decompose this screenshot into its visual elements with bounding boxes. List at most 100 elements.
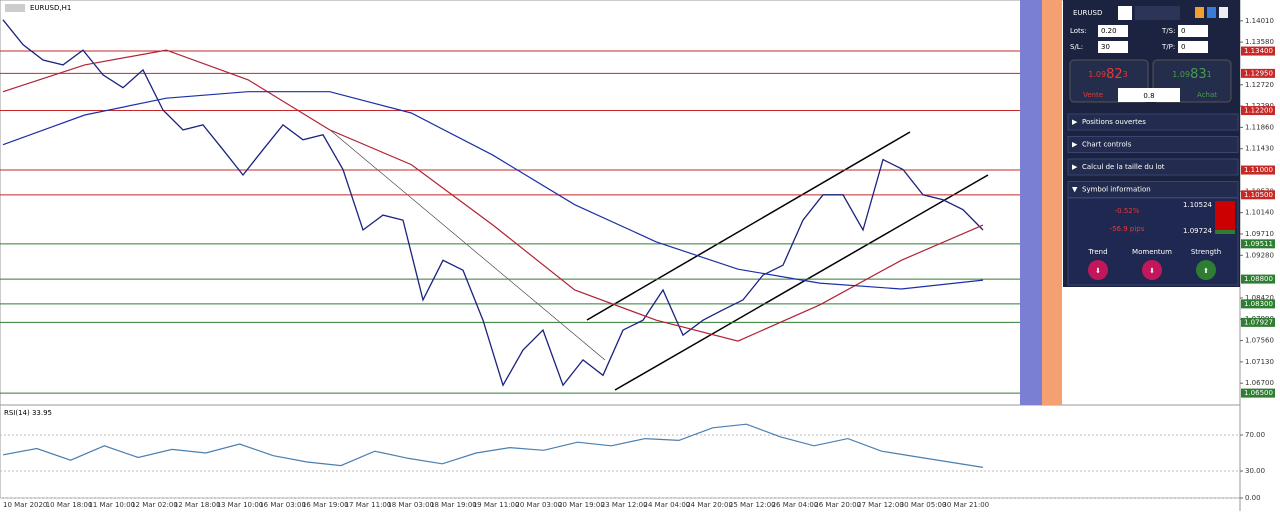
indicator-icon [1196,260,1216,280]
indicator-icon [1142,260,1162,280]
y-tick-label: 1.06700 [1245,379,1274,387]
series-line [2,49,984,342]
icon-button[interactable] [1219,7,1228,18]
y-tick-label: 1.07130 [1245,358,1274,366]
input[interactable] [1098,41,1128,53]
y-tick-label: 0.00 [1245,494,1261,502]
level-label: 1.12200 [1244,107,1273,115]
indicator-icon [1088,260,1108,280]
high: 1.10524 [1183,201,1212,209]
x-tick-label: 13 Mar 10:00 [217,501,264,509]
symbol: EURUSD [1073,9,1102,17]
change: -0.52% [1115,207,1140,215]
section-title: Symbol information [1082,186,1151,194]
level-tag [1241,274,1275,284]
y-tick-label: 1.11430 [1245,145,1274,153]
indicator-arrow: ⬆ [1203,267,1209,275]
section-arrow: ▶ [1072,118,1078,126]
x-tick-label: 19 Mar 11:00 [473,501,520,509]
label: T/P: [1161,43,1175,51]
range-bar [1215,201,1235,230]
level-tag [1241,190,1275,200]
section-header[interactable] [1067,136,1239,153]
section-arrow: ▶ [1072,163,1078,171]
stripe [1042,0,1062,405]
x-tick-label: 24 Mar 20:00 [686,501,733,509]
spread-box [1118,88,1180,102]
side-panel: EURUSD Lots: 0.20 T/S: 0 S/L: 30 T/P: 0 … [1063,0,1240,287]
level-tag [1241,239,1275,249]
y-tick-label: 1.11860 [1245,123,1274,131]
y-tick-label: 1.14010 [1245,17,1274,25]
dropdown[interactable] [1118,6,1132,20]
section-title: Positions ouvertes [1082,118,1146,126]
series-line [2,423,984,468]
x-tick-label: 20 Mar 19:00 [558,501,605,509]
x-tick-label: 12 Mar 18:00 [174,501,221,509]
pane-title: RSI(14) 33.95 [4,409,52,417]
y-tick-label: 1.13580 [1245,38,1274,46]
section-title: Calcul de la taille du lot [1082,163,1165,171]
y-tick-label: 1.08420 [1245,294,1274,302]
range-bar [1215,230,1235,234]
y-tick-label: 30.00 [1245,467,1265,475]
series-line [2,19,984,387]
x-tick-label: 27 Mar 12:00 [857,501,904,509]
section-header[interactable] [1067,181,1239,198]
buy-price: 1.09831 [1172,67,1211,82]
level-tag [1241,299,1275,309]
level-label: 1.06500 [1244,389,1273,397]
section-header[interactable] [1067,113,1239,131]
trend-channel [586,131,911,321]
symbol-title: EURUSD,H1 [30,4,71,12]
x-tick-label: 23 Mar 12:00 [601,501,648,509]
x-tick-label: 12 Mar 02:00 [131,501,178,509]
x-tick-label: 26 Mar 04:00 [772,501,819,509]
x-tick-label: 30 Mar 21:00 [942,501,989,509]
pips: -56.9 pips [1110,225,1145,233]
section-arrow: ▼ [1072,186,1078,194]
x-tick-label: 30 Mar 05:00 [900,501,947,509]
x-tick-label: 20 Mar 03:00 [515,501,562,509]
input[interactable] [1178,41,1208,53]
input[interactable] [1178,25,1208,37]
level-tag [1241,68,1275,78]
label: Lots: [1070,27,1087,35]
icon-button[interactable] [1207,7,1216,18]
level-label: 1.08800 [1244,275,1273,283]
indicator-label: Strength [1191,248,1221,256]
icon-button[interactable] [1195,7,1204,18]
search[interactable] [1135,6,1180,20]
x-tick-label: 24 Mar 04:00 [644,501,691,509]
low: 1.09724 [1183,227,1212,235]
level-tag [1241,388,1275,398]
input-value: 0 [1181,43,1185,51]
label: T/S: [1161,27,1175,35]
x-tick-label: 25 Mar 12:00 [729,501,776,509]
level-tag [1241,317,1275,327]
trend-line [329,129,606,361]
input[interactable] [1098,25,1128,37]
series-line [2,91,984,290]
level-tag [1241,46,1275,56]
input-value: 30 [1101,43,1110,51]
indicator-label: Momentum [1132,248,1172,256]
y-tick-label: 1.09280 [1245,251,1274,259]
level-tag [1241,106,1275,116]
x-tick-label: 17 Mar 11:00 [345,501,392,509]
section-header[interactable] [1067,158,1239,176]
x-tick-label: 10 Mar 2020 [3,501,47,509]
indicator-arrow: ⬇ [1095,267,1101,275]
sell-price: 1.09823 [1088,67,1127,82]
sell-label: Vente [1083,91,1103,99]
level-tag [1241,165,1275,175]
y-tick-label: 1.10140 [1245,209,1274,217]
y-tick-label: 70.00 [1245,431,1265,439]
level-label: 1.11000 [1244,166,1273,174]
x-tick-label: 16 Mar 03:00 [259,501,306,509]
trend-channel [614,174,989,391]
input-value: 0.20 [1101,27,1117,35]
y-tick-label: 1.12720 [1245,81,1274,89]
